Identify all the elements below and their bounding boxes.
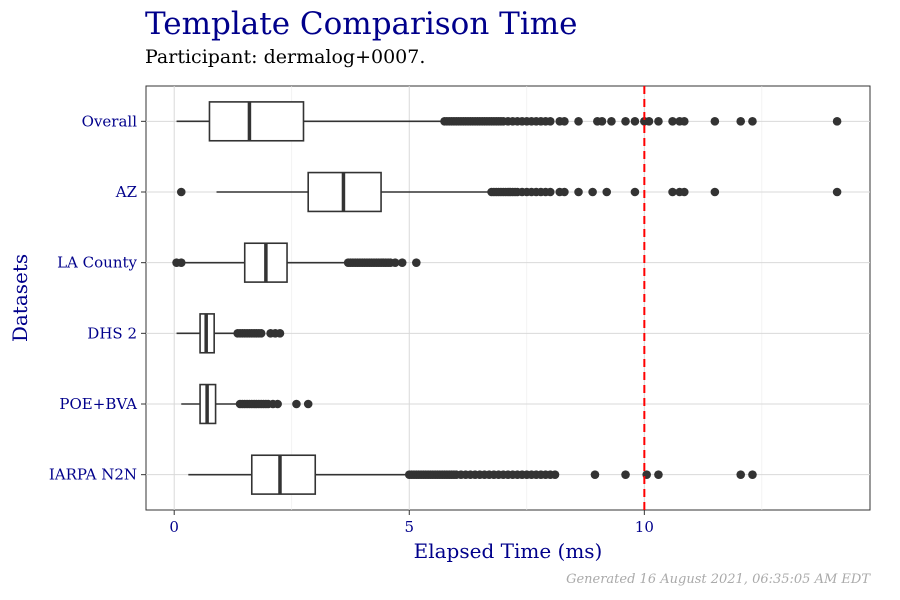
- outlier-point: [710, 117, 720, 126]
- chart-subtitle: Participant: dermalog+0007.: [145, 46, 426, 68]
- outlier-point: [654, 470, 663, 479]
- outlier-point: [560, 187, 569, 197]
- outlier-point: [546, 187, 555, 197]
- outlier-point: [654, 117, 663, 126]
- outlier-point: [397, 258, 407, 267]
- outlier-point: [630, 117, 640, 126]
- boxplot-dhs-2: [176, 313, 285, 354]
- outlier-point: [607, 117, 616, 126]
- outlier-point: [275, 329, 285, 338]
- outlier-point: [621, 470, 630, 479]
- x-tick-label: 10: [635, 518, 654, 536]
- y-tick-label: Overall: [82, 112, 138, 130]
- outlier-point: [176, 258, 186, 267]
- outlier-point: [832, 187, 842, 197]
- boxplot-overall: [176, 101, 842, 142]
- y-axis: Overall AZ LA County DHS 2 POE+BVA IARPA N2N: [49, 112, 146, 484]
- outlier-point: [630, 187, 640, 197]
- outlier-point: [668, 187, 677, 197]
- outlier-point: [273, 399, 282, 409]
- y-tick-label: IARPA N2N: [49, 466, 137, 484]
- outlier-point: [832, 117, 842, 126]
- iqr-box: [250, 454, 317, 495]
- plot-panel: [145, 85, 871, 511]
- y-tick-label: DHS 2: [87, 324, 137, 342]
- generated-caption: Generated 16 August 2021, 06:35:05 AM ED…: [566, 572, 870, 587]
- outlier-point: [748, 470, 757, 479]
- y-tick-label: LA County: [57, 254, 137, 272]
- outlier-point: [644, 117, 654, 126]
- y-axis-title: Datasets: [8, 254, 32, 342]
- outlier-point: [621, 117, 630, 126]
- outlier-point: [710, 187, 720, 197]
- outlier-point: [679, 117, 689, 126]
- boxplot-poe-bva: [181, 383, 313, 425]
- outlier-point: [736, 117, 746, 126]
- outlier-point: [597, 117, 607, 126]
- outlier-point: [590, 470, 600, 479]
- outlier-point: [736, 470, 746, 479]
- outlier-point: [292, 399, 301, 409]
- iqr-box: [208, 101, 305, 142]
- boxes-layer: [172, 101, 842, 495]
- x-axis: 0 5 10: [169, 510, 654, 536]
- outlier-point: [176, 187, 186, 197]
- x-tick-label: 5: [404, 518, 414, 536]
- outlier-point: [668, 117, 677, 126]
- outlier-point: [748, 117, 757, 126]
- outlier-point: [560, 117, 569, 126]
- outlier-point: [256, 329, 266, 338]
- outlier-point: [588, 187, 597, 197]
- outlier-point: [390, 258, 400, 267]
- outlier-point: [679, 187, 689, 197]
- chart-title: Template Comparison Time: [145, 6, 578, 42]
- outlier-point: [303, 399, 313, 409]
- boxplot-iarpa-n2n: [188, 454, 757, 495]
- outlier-point: [574, 187, 583, 197]
- outlier-point: [546, 117, 555, 126]
- outlier-point: [574, 117, 583, 126]
- outlier-point: [602, 187, 612, 197]
- outlier-point: [412, 258, 421, 267]
- boxplot-az: [176, 171, 842, 213]
- boxplot-la-county: [172, 242, 421, 283]
- x-axis-title: Elapsed Time (ms): [414, 539, 603, 563]
- y-tick-label: POE+BVA: [59, 395, 137, 413]
- outlier-point: [550, 470, 560, 479]
- y-tick-label: AZ: [115, 183, 137, 201]
- x-tick-label: 0: [169, 518, 179, 536]
